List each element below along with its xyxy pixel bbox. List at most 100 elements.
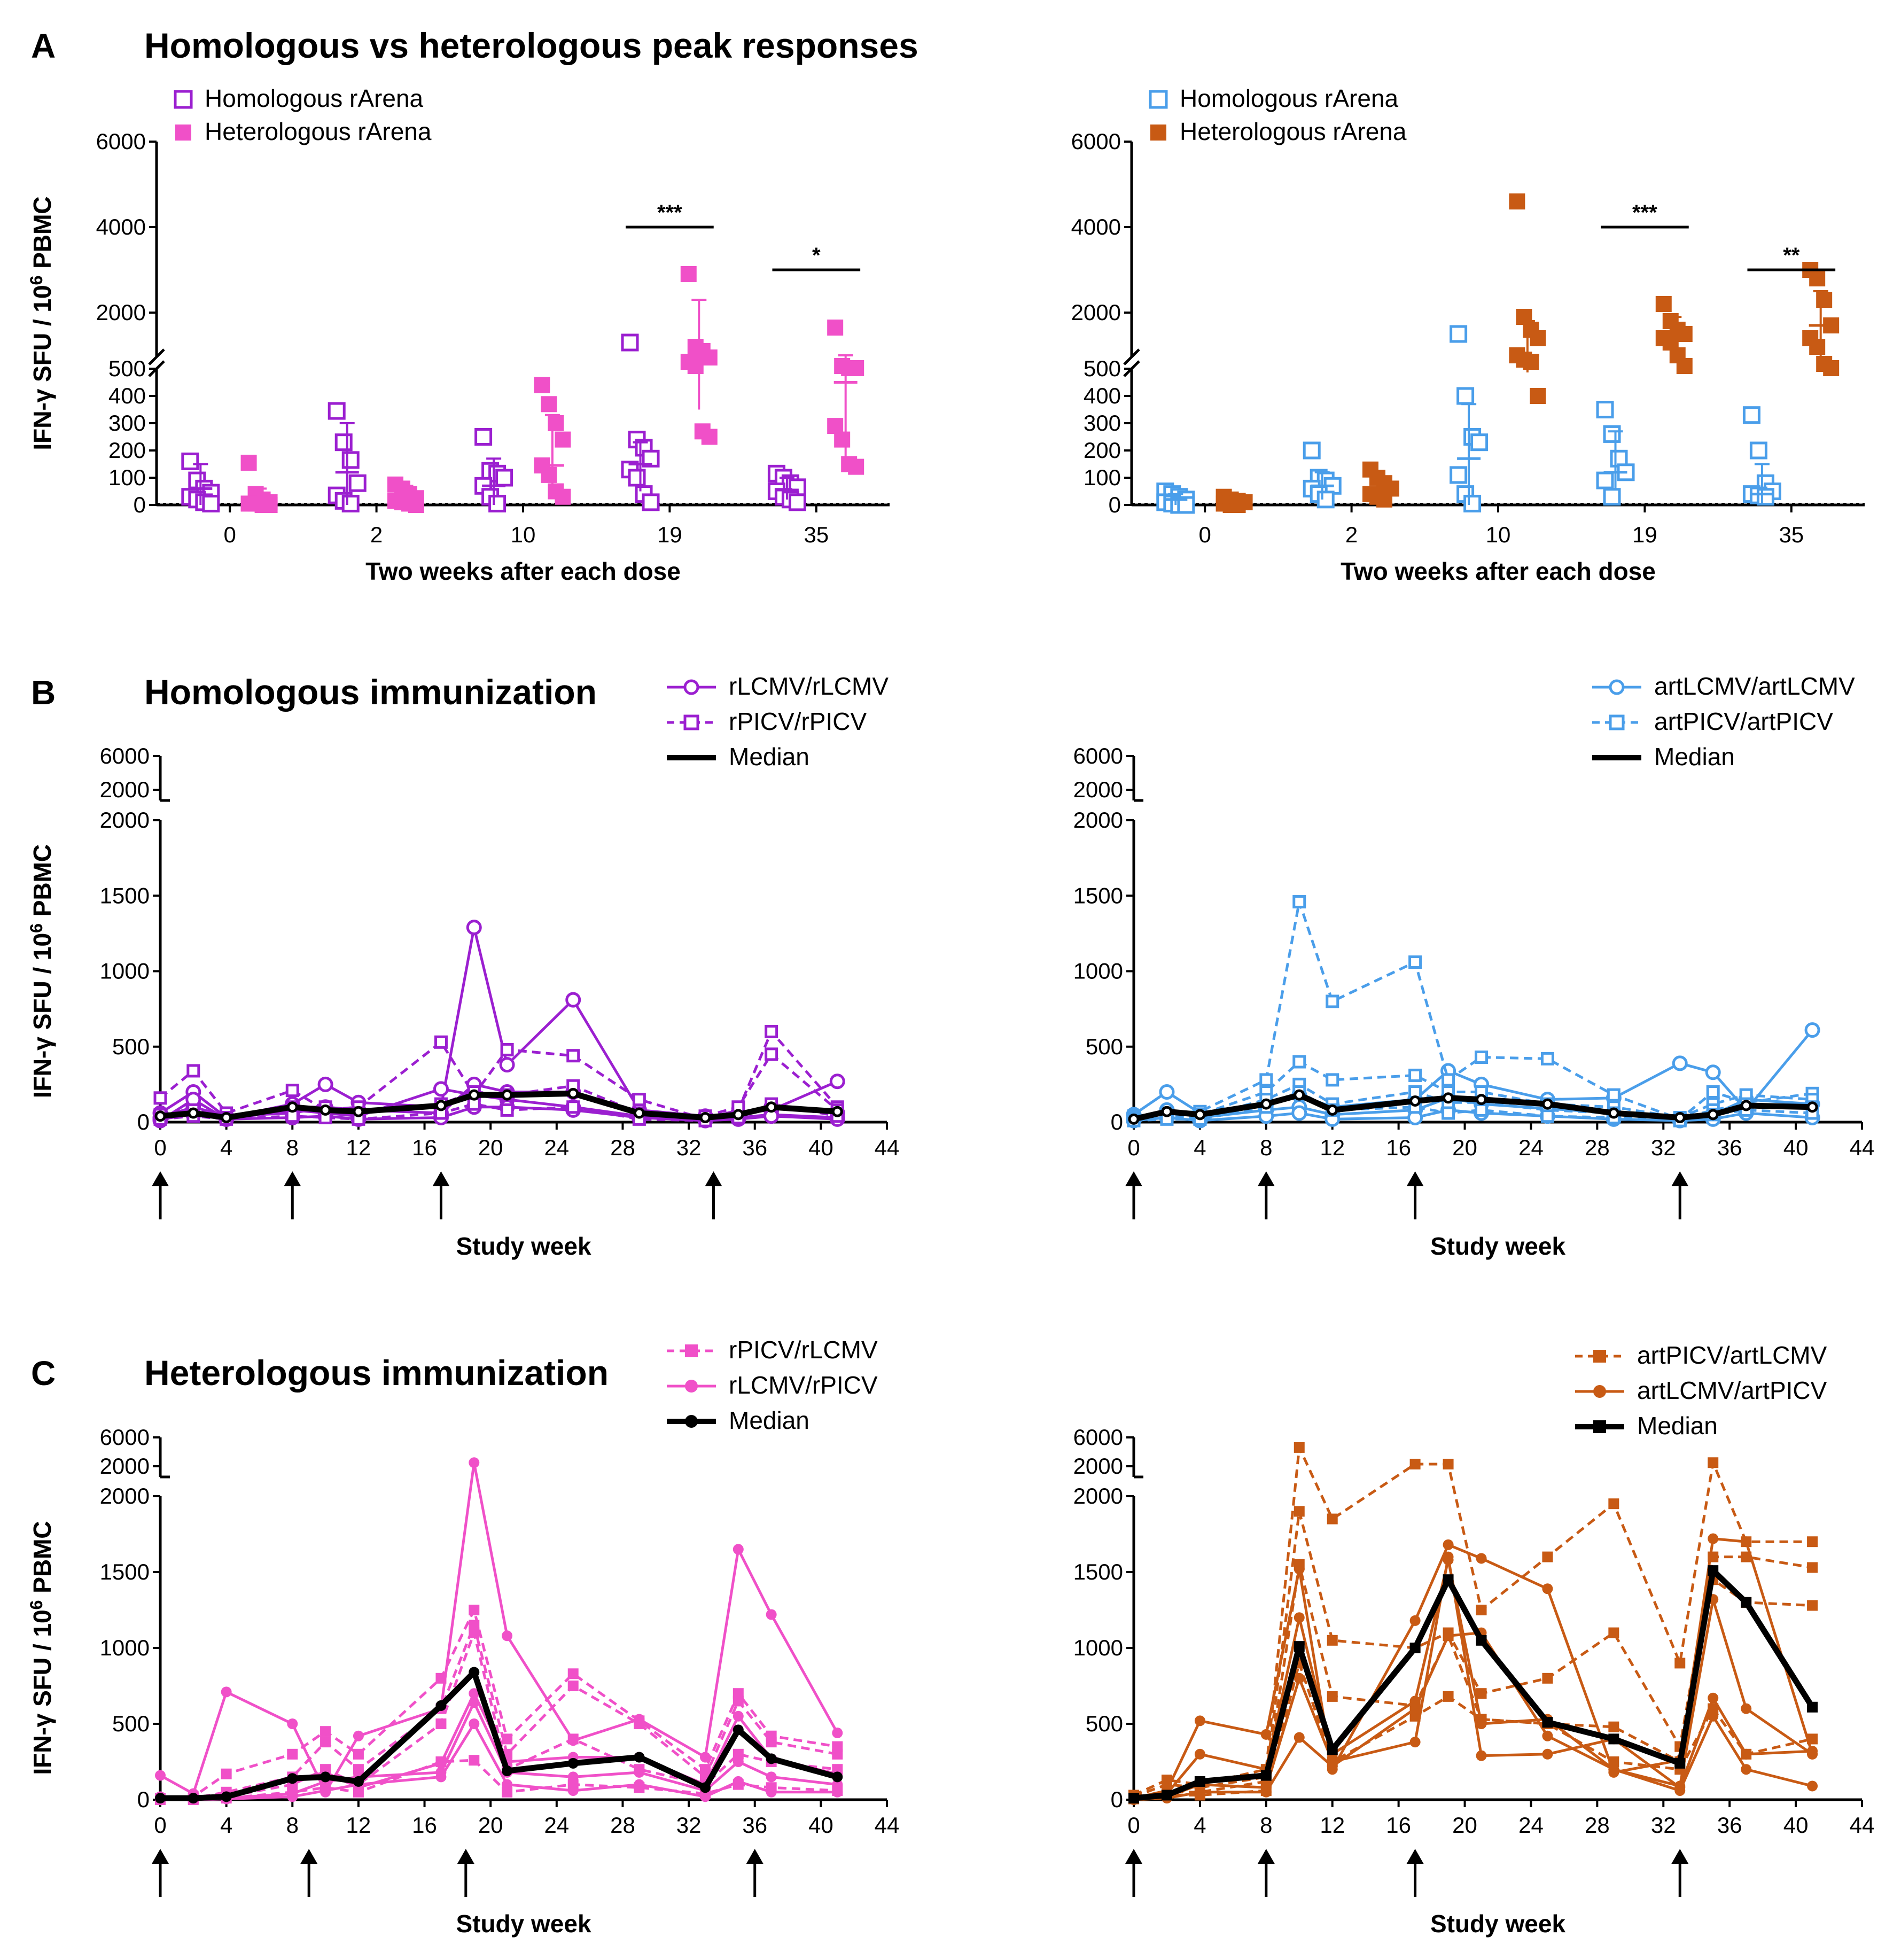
data-point: [320, 1726, 331, 1737]
data-point: [495, 469, 513, 487]
legend-marker: [1593, 1350, 1606, 1363]
data-point: [832, 1728, 843, 1739]
data-point: [1294, 1612, 1305, 1623]
data-point: [733, 1776, 744, 1787]
data-point: [469, 1688, 480, 1699]
data-point: [766, 1609, 777, 1620]
data-point: [433, 1081, 449, 1097]
x-tick-label: 24: [544, 1813, 569, 1838]
data-point: [1749, 441, 1767, 460]
legend-label: Homologous rArena: [205, 84, 424, 112]
median-point: [1608, 1107, 1619, 1119]
median-point: [353, 1106, 364, 1117]
y-axis-label-unit: PBMC: [28, 1521, 56, 1600]
x-tick-label: 32: [1651, 1813, 1676, 1838]
data-point: [155, 1770, 166, 1781]
dose-arrow-head: [457, 1849, 474, 1864]
data-point: [628, 469, 646, 487]
data-point: [1475, 1103, 1489, 1117]
y-axis-label: IFN-γ SFU / 106 PBMC: [27, 844, 56, 1098]
data-point: [181, 452, 199, 470]
data-point: [834, 431, 851, 448]
y-axis-label: IFN-γ SFU / 106 PBMC: [27, 844, 56, 1098]
data-point: [567, 1668, 579, 1679]
x-tick-label: 10: [1486, 522, 1511, 547]
data-point: [548, 415, 564, 431]
median-point: [221, 1112, 232, 1124]
y-tick-label: 2000: [1071, 300, 1121, 325]
y-axis-label-unit: PBMC: [28, 1521, 56, 1600]
data-point: [1443, 1691, 1454, 1702]
data-point: [1327, 1513, 1338, 1525]
data-point: [202, 494, 220, 512]
median-point: [468, 1089, 480, 1101]
data-point: [1442, 1073, 1455, 1087]
dose-arrow-head: [1257, 1171, 1275, 1186]
x-axis-label: Two weeks after each dose: [1341, 557, 1656, 585]
data-point: [1608, 1764, 1619, 1775]
x-tick-label: 44: [875, 1813, 900, 1838]
y-tick-label: 2000: [1073, 777, 1123, 802]
legend-marker: [685, 1415, 698, 1428]
y-axis-label-text: IFN-γ SFU / 10: [28, 1609, 56, 1775]
data-point: [766, 1771, 777, 1783]
data-point: [1450, 466, 1468, 484]
x-tick-label: 0: [1127, 1135, 1140, 1160]
x-tick-label: 0: [154, 1135, 166, 1160]
y-tick-label: 0: [137, 1109, 150, 1134]
data-point: [1540, 1052, 1554, 1065]
data-point: [1316, 491, 1335, 509]
x-axis-label: Two weeks after each dose: [365, 557, 681, 585]
legend-marker: [683, 679, 699, 695]
x-tick-label: 36: [742, 1135, 767, 1160]
median-point: [155, 1793, 166, 1804]
median-point: [1409, 1643, 1421, 1653]
x-tick-label: 4: [1194, 1813, 1206, 1838]
data-point: [1456, 387, 1475, 405]
data-point: [469, 1755, 480, 1766]
data-point: [1442, 1106, 1455, 1120]
y-tick-label: 200: [108, 438, 146, 463]
x-tick-label: 19: [1632, 522, 1657, 547]
y-axis-label: IFN-γ SFU / 106 PBMC: [27, 196, 56, 450]
dose-arrow-head: [1406, 1849, 1424, 1864]
median-point: [1542, 1717, 1553, 1728]
data-point: [1741, 1703, 1752, 1714]
x-tick-label: 16: [1386, 1135, 1411, 1160]
data-point: [1327, 1691, 1338, 1702]
x-tick-label: 20: [1452, 1813, 1477, 1838]
y-tick-label: 4000: [96, 214, 146, 239]
median-point: [1128, 1793, 1139, 1804]
y-axis-label-text: IFN-γ SFU / 10: [28, 285, 56, 450]
median-point: [320, 1104, 331, 1116]
data-point: [1409, 1703, 1421, 1714]
data-point: [1450, 325, 1468, 343]
data-point: [1807, 1780, 1818, 1792]
data-point: [1292, 1055, 1306, 1069]
y-tick-label: 6000: [1073, 1425, 1123, 1450]
x-axis-label: Study week: [1430, 1910, 1566, 1938]
panel-label-c: C: [31, 1354, 56, 1393]
dose-arrow-head: [152, 1171, 169, 1186]
dose-arrow-head: [1671, 1171, 1689, 1186]
data-point: [1542, 1673, 1553, 1684]
x-tick-label: 35: [804, 522, 829, 547]
y-tick-label: 1000: [1073, 959, 1123, 984]
median-point: [320, 1771, 331, 1783]
median-point: [1194, 1776, 1205, 1787]
x-tick-label: 28: [610, 1135, 635, 1160]
x-tick-label: 12: [346, 1135, 371, 1160]
x-tick-label: 16: [412, 1135, 437, 1160]
legend-label: Heterologous rArena: [1180, 118, 1407, 145]
data-point: [1476, 1688, 1487, 1699]
data-point: [766, 1786, 777, 1798]
y-axis-label-text: IFN-γ SFU / 10: [28, 933, 56, 1098]
y-tick-label: 200: [1084, 438, 1121, 463]
data-point: [1672, 1055, 1688, 1071]
significance-label: ***: [657, 201, 682, 224]
data-point: [1596, 471, 1614, 489]
data-point: [1443, 1458, 1454, 1469]
median-point: [1541, 1098, 1553, 1110]
y-tick-label: 4000: [1071, 214, 1121, 239]
